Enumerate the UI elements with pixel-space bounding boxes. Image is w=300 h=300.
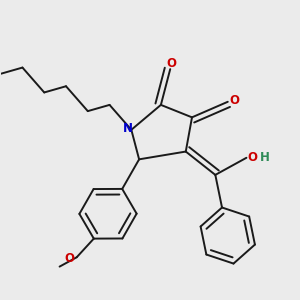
Text: H: H: [260, 151, 269, 164]
Text: O: O: [230, 94, 240, 107]
Text: O: O: [64, 252, 74, 265]
Text: N: N: [123, 122, 133, 135]
Text: O: O: [167, 57, 177, 70]
Text: O: O: [247, 151, 257, 164]
